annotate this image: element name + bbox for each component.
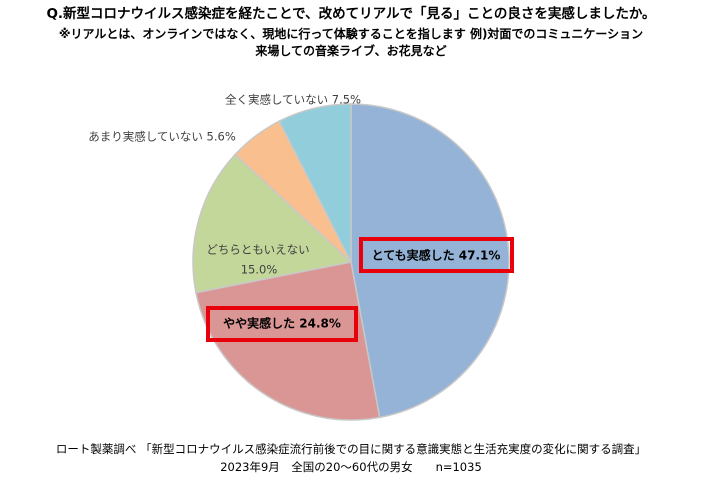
pie-slice-3 (192, 153, 353, 294)
data-label-5: 全く実感していない 7.5% (225, 93, 361, 107)
pie-slice-1 (350, 103, 510, 419)
highlight-box-1 (359, 237, 514, 273)
note-line-2: 来場しての音楽ライブ、お花見など (255, 44, 447, 58)
data-label-value-3: 15.0% (241, 263, 278, 277)
data-label-1: とても実感した 47.1% (372, 248, 501, 263)
source-note: ロート製薬調べ 「新型コロナウイルス感染症流行前後での目に関する意識実態と生活充… (55, 442, 647, 456)
pie-slice-5 (278, 103, 352, 263)
highlight-box-2 (206, 306, 358, 342)
note-line-1: ※リアルとは、オンラインではなく、現地に行って体験することを指します 例)対面で… (58, 27, 644, 41)
survey-info: 2023年9月 全国の20～60代の男女 n=1035 (220, 460, 482, 474)
chart-note: ※リアルとは、オンラインではなく、現地に行って体験することを指します 例)対面で… (0, 26, 702, 60)
data-label-4: あまり実感していない 5.6% (88, 130, 236, 144)
data-label-2: やや実感した 24.8% (223, 316, 341, 331)
chart-title: Q.新型コロナウイルス感染症を経たことで、改めてリアルで「見る」ことの良さを実感… (46, 6, 656, 22)
data-label-3: どちらともいえない (206, 243, 309, 257)
